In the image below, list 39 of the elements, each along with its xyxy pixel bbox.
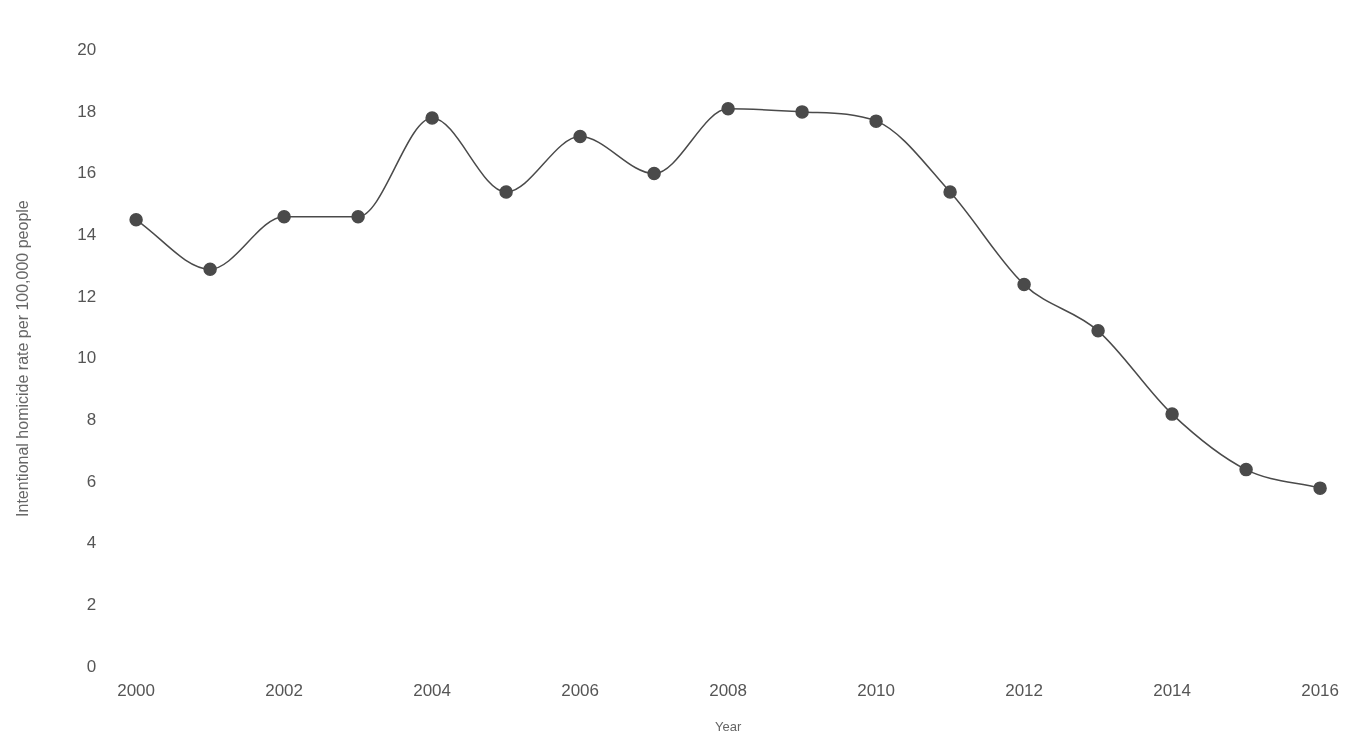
point xyxy=(943,185,957,199)
point xyxy=(795,105,809,119)
point xyxy=(425,111,439,125)
point xyxy=(203,262,217,276)
y-tick-label: 20 xyxy=(77,39,97,59)
y-tick-label: 10 xyxy=(77,348,97,368)
y-tick-label: 6 xyxy=(86,471,97,491)
y-tick-label: 16 xyxy=(77,163,97,183)
x-tick-label: 2000 xyxy=(117,680,156,700)
point xyxy=(1165,407,1179,421)
x-tick-label: 2004 xyxy=(413,680,452,700)
point xyxy=(1239,462,1253,477)
point xyxy=(721,102,735,116)
y-tick-label: 14 xyxy=(77,224,97,244)
y-tick-label: 8 xyxy=(86,409,97,429)
point xyxy=(1313,481,1327,495)
point xyxy=(351,209,365,224)
y-tick-label: 4 xyxy=(86,533,97,553)
point xyxy=(573,129,587,144)
point xyxy=(129,213,143,227)
point xyxy=(1017,277,1031,292)
point xyxy=(277,209,291,224)
x-axis-title: Year xyxy=(714,718,742,734)
x-tick-label: 2010 xyxy=(857,680,896,700)
x-tick-label: 2002 xyxy=(265,680,304,700)
y-tick-label: 2 xyxy=(86,595,97,615)
y-tick-label: 12 xyxy=(77,286,97,306)
y-tick-label: 18 xyxy=(77,101,97,121)
y-tick-label: 0 xyxy=(86,656,97,676)
point xyxy=(647,166,661,181)
x-tick-label: 2014 xyxy=(1153,680,1192,700)
point xyxy=(1091,324,1105,338)
x-tick-label: 2006 xyxy=(561,680,600,700)
x-tick-label: 2016 xyxy=(1301,680,1339,700)
point xyxy=(869,114,883,128)
point xyxy=(499,185,513,199)
x-tick-label: 2012 xyxy=(1005,680,1044,700)
y-axis-title: Intentional homicide rate per 100,000 people xyxy=(14,200,32,517)
x-tick-label: 2008 xyxy=(709,680,748,700)
